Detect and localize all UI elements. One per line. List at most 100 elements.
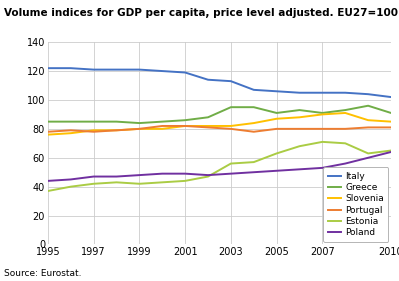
Italy — [205, 78, 210, 81]
Portugal — [205, 126, 210, 129]
Greece — [68, 120, 73, 123]
Slovenia — [251, 121, 256, 125]
Slovenia — [343, 111, 348, 115]
Italy — [45, 67, 50, 70]
Estonia — [114, 181, 119, 184]
Slovenia — [91, 129, 96, 132]
Italy — [389, 95, 393, 99]
Text: Source: Eurostat.: Source: Eurostat. — [4, 269, 81, 278]
Greece — [320, 111, 325, 115]
Line: Italy: Italy — [48, 68, 391, 97]
Greece — [45, 120, 50, 123]
Italy — [274, 90, 279, 93]
Estonia — [297, 144, 302, 148]
Portugal — [251, 130, 256, 133]
Slovenia — [389, 120, 393, 123]
Legend: Italy, Greece, Slovenia, Portugal, Estonia, Poland: Italy, Greece, Slovenia, Portugal, Eston… — [323, 167, 388, 242]
Portugal — [137, 127, 142, 131]
Poland — [320, 166, 325, 169]
Poland — [114, 175, 119, 178]
Italy — [343, 91, 348, 94]
Greece — [114, 120, 119, 123]
Greece — [91, 120, 96, 123]
Poland — [183, 172, 188, 175]
Greece — [274, 111, 279, 115]
Greece — [205, 115, 210, 119]
Slovenia — [320, 113, 325, 116]
Italy — [68, 67, 73, 70]
Poland — [274, 169, 279, 173]
Estonia — [229, 162, 233, 165]
Slovenia — [114, 129, 119, 132]
Estonia — [320, 140, 325, 144]
Portugal — [343, 127, 348, 131]
Italy — [251, 88, 256, 92]
Line: Poland: Poland — [48, 152, 391, 181]
Portugal — [274, 127, 279, 131]
Slovenia — [45, 133, 50, 136]
Poland — [229, 172, 233, 175]
Slovenia — [137, 127, 142, 131]
Poland — [251, 171, 256, 174]
Poland — [389, 150, 393, 154]
Portugal — [114, 129, 119, 132]
Estonia — [251, 160, 256, 164]
Slovenia — [160, 127, 165, 131]
Italy — [320, 91, 325, 94]
Portugal — [366, 126, 371, 129]
Estonia — [274, 152, 279, 155]
Greece — [137, 121, 142, 125]
Portugal — [183, 124, 188, 128]
Greece — [251, 105, 256, 109]
Slovenia — [297, 115, 302, 119]
Poland — [160, 172, 165, 175]
Italy — [229, 80, 233, 83]
Slovenia — [274, 117, 279, 121]
Slovenia — [68, 132, 73, 135]
Italy — [114, 68, 119, 71]
Poland — [68, 178, 73, 181]
Poland — [137, 173, 142, 177]
Poland — [297, 168, 302, 171]
Greece — [160, 120, 165, 123]
Greece — [366, 104, 371, 107]
Estonia — [68, 185, 73, 188]
Estonia — [343, 142, 348, 145]
Greece — [343, 108, 348, 112]
Estonia — [137, 182, 142, 185]
Line: Estonia: Estonia — [48, 142, 391, 191]
Estonia — [389, 149, 393, 152]
Italy — [91, 68, 96, 71]
Estonia — [45, 189, 50, 193]
Portugal — [160, 124, 165, 128]
Italy — [366, 92, 371, 96]
Italy — [297, 91, 302, 94]
Estonia — [160, 181, 165, 184]
Estonia — [91, 182, 96, 185]
Estonia — [205, 175, 210, 178]
Poland — [91, 175, 96, 178]
Portugal — [320, 127, 325, 131]
Slovenia — [205, 124, 210, 128]
Poland — [45, 179, 50, 183]
Slovenia — [366, 119, 371, 122]
Text: Volume indices for GDP per capita, price level adjusted. EU27=100: Volume indices for GDP per capita, price… — [4, 8, 398, 19]
Greece — [389, 111, 393, 115]
Poland — [205, 173, 210, 177]
Portugal — [45, 130, 50, 133]
Italy — [160, 69, 165, 73]
Estonia — [366, 152, 371, 155]
Estonia — [183, 179, 188, 183]
Greece — [229, 105, 233, 109]
Portugal — [91, 130, 96, 133]
Slovenia — [229, 124, 233, 128]
Slovenia — [183, 124, 188, 128]
Greece — [297, 108, 302, 112]
Italy — [183, 71, 188, 74]
Portugal — [229, 127, 233, 131]
Line: Portugal: Portugal — [48, 126, 391, 132]
Portugal — [297, 127, 302, 131]
Line: Slovenia: Slovenia — [48, 113, 391, 135]
Line: Greece: Greece — [48, 106, 391, 123]
Poland — [343, 162, 348, 165]
